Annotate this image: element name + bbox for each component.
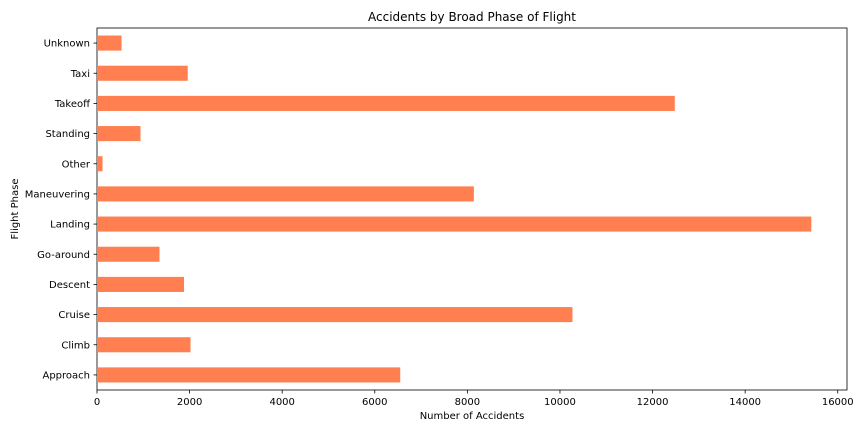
y-tick-label: Descent [49,280,90,291]
bar-takeoff [97,95,675,111]
y-tick-label: Cruise [58,310,90,321]
bars-group [97,35,812,383]
y-tick-label: Go-around [37,250,90,261]
x-tick-label: 8000 [455,397,480,408]
x-tick-label: 12000 [637,397,669,408]
bar-landing [97,216,812,232]
y-tick-label: Approach [42,370,90,381]
bar-go-around [97,246,160,262]
x-axis-title: Number of Accidents [420,411,525,422]
y-axis-title: Flight Phase [10,179,21,240]
bar-taxi [97,65,188,81]
x-tick-label: 10000 [544,397,576,408]
bar-maneuvering [97,186,474,202]
y-tick-label: Takeoff [54,99,91,110]
y-tick-label: Other [62,159,91,170]
x-tick-label: 0 [94,397,100,408]
y-tick-label: Climb [61,340,90,351]
x-tick-label: 4000 [269,397,294,408]
y-ticks-group: Approach Climb Cruise Descent Go-around Landi… [25,39,97,381]
bar-standing [97,126,141,142]
x-tick-label: 16000 [822,397,854,408]
y-tick-label: Taxi [70,69,90,80]
bar-approach [97,367,401,383]
bar-unknown [97,35,122,51]
plot-frame [96,27,848,391]
bar-other [97,156,103,172]
bar-descent [97,276,185,292]
chart-title: Accidents by Broad Phase of Flight [368,10,576,24]
x-tick-label: 6000 [362,397,387,408]
y-tick-label: Landing [50,220,90,231]
bar-climb [97,337,191,353]
x-tick-label: 2000 [177,397,202,408]
y-tick-label: Standing [45,129,90,140]
x-ticks-group: 0 2000 4000 6000 8000 10000 12000 14000 16000 [94,390,854,408]
y-tick-label: Unknown [44,39,90,50]
y-tick-label: Maneuvering [25,189,90,200]
x-tick-label: 14000 [729,397,761,408]
bar-cruise [97,307,573,323]
